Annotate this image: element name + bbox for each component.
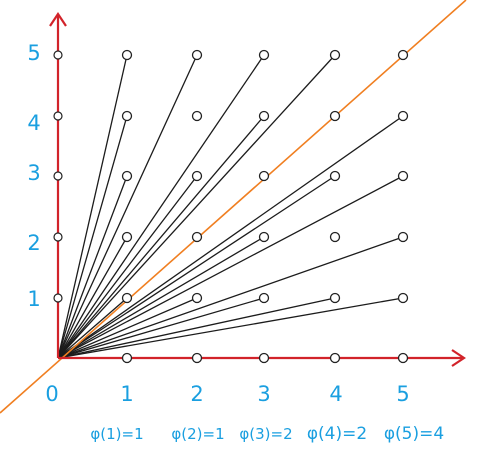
lattice-point [258,49,270,61]
ray [57,297,128,359]
ray [57,54,198,359]
phi-label: φ(4)=2 [307,424,367,444]
lattice-point [191,352,203,364]
ray [57,115,128,359]
y-axis-arrowhead [49,12,67,27]
lattice-point [258,352,270,364]
lattice-point [258,170,270,182]
x-tick-label: 1 [120,382,133,406]
phi-label: φ(3)=2 [239,425,292,443]
axis-point [53,50,63,60]
phi-label: φ(2)=1 [171,425,224,443]
ray [57,175,336,359]
ray [57,297,336,359]
phi-label: φ(1)=1 [90,425,143,443]
phi-label: φ(5)=4 [384,424,444,444]
axis-point [53,232,63,242]
lattice-point [191,49,203,61]
ray [57,236,128,359]
lattice-point [121,231,133,243]
lattice-point [329,170,341,182]
ray [57,236,404,359]
ray [57,297,265,359]
lattice-point [397,352,409,364]
ray [57,115,404,359]
lattice-point [258,110,270,122]
lattice-point [329,49,341,61]
lattice-point [258,292,270,304]
ray [57,115,265,359]
lattice-point [397,49,409,61]
axis-point [53,171,63,181]
lattice-point [121,352,133,364]
ray [57,297,404,359]
x-tick-label: 5 [396,382,409,406]
axis-point [53,293,63,303]
y-tick-label: 4 [27,111,40,135]
axis-point [53,111,63,121]
lattice-points [53,49,409,364]
x-axis-arrowhead [451,349,466,367]
x-tick-label: 4 [329,382,342,406]
diagonal-line [0,0,467,414]
lattice-point [397,292,409,304]
lattice-point [191,231,203,243]
lattice-point [329,110,341,122]
ray [57,54,265,359]
ray [57,54,128,359]
lattice-point [191,292,203,304]
lattice-point [121,49,133,61]
ray [57,54,336,359]
ray [57,175,128,359]
lattice-point [121,170,133,182]
ray [57,236,265,359]
lattice-point [191,110,203,122]
ray [57,297,198,359]
lattice-point [258,231,270,243]
x-tick-label: 0 [45,382,58,406]
ray [57,175,404,359]
lattice-point [191,170,203,182]
lattice-point [397,231,409,243]
y-tick-label: 3 [27,161,40,185]
y-tick-label: 1 [27,287,40,311]
lattice-point [121,110,133,122]
y-tick-label: 2 [27,231,40,255]
lattice-point [121,292,133,304]
lattice-point [329,231,341,243]
y-tick-label: 5 [27,41,40,65]
lattice-point [397,170,409,182]
x-tick-label: 3 [257,382,270,406]
lattice-point [329,352,341,364]
lattice-point [397,110,409,122]
x-tick-label: 2 [190,382,203,406]
ray [57,175,198,359]
rays [57,54,404,359]
lattice-point [329,292,341,304]
